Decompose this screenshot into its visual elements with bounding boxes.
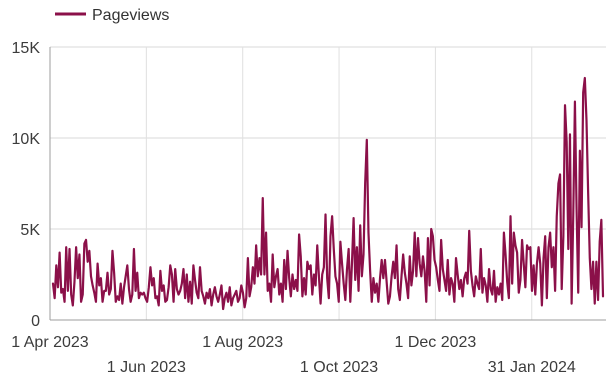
y-tick-label: 0	[31, 313, 40, 330]
grid-lines	[49, 46, 606, 320]
x-tick-label: 31 Jan 2024	[488, 359, 576, 376]
legend[interactable]: Pageviews	[55, 7, 169, 24]
y-tick-label: 15K	[12, 40, 41, 57]
y-tick-label: 5K	[20, 222, 40, 239]
x-tick-label: 1 Aug 2023	[202, 334, 283, 351]
x-axis-ticks: 1 Apr 2023 1 Aug 2023 1 Dec 2023 1 Jun 2023…	[11, 334, 576, 376]
y-axis-ticks: 0 5K 10K 15K	[12, 40, 41, 330]
series-layer	[51, 76, 605, 311]
legend-label-pageviews: Pageviews	[92, 7, 169, 24]
x-tick-label: 1 Oct 2023	[300, 359, 378, 376]
x-tick-label: 1 Dec 2023	[394, 334, 476, 351]
x-tick-label: 1 Jun 2023	[107, 359, 186, 376]
axes	[49, 47, 606, 321]
series-line-pageviews[interactable]	[51, 76, 605, 311]
y-tick-label: 10K	[12, 131, 41, 148]
x-tick-label: 1 Apr 2023	[11, 334, 89, 351]
